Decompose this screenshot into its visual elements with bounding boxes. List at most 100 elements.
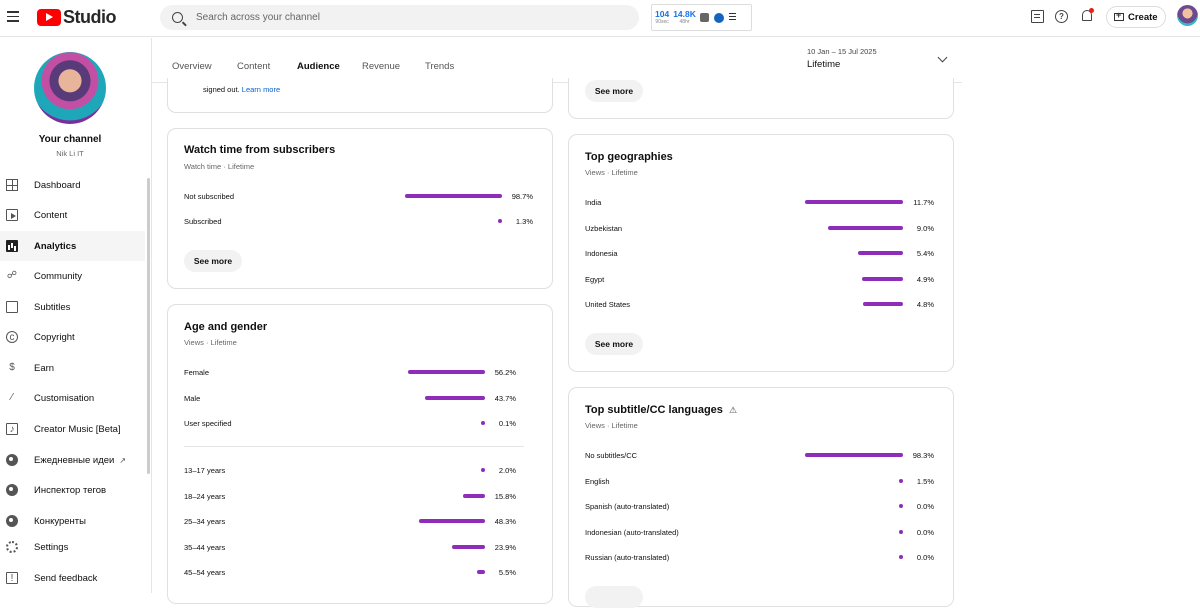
row-label: Not subscribed xyxy=(184,192,235,201)
card-subtitle: Views · Lifetime xyxy=(585,421,638,430)
card-subtitle: Views · Lifetime xyxy=(184,338,237,347)
card-title: Watch time from subscribers xyxy=(184,144,336,156)
subtitles-icon xyxy=(6,301,18,313)
row-label: Egypt xyxy=(585,274,605,284)
row-label: 35–44 years xyxy=(184,542,226,552)
card-title: Age and gender xyxy=(184,321,268,333)
see-more-button[interactable]: See more xyxy=(585,333,643,355)
sidebar-item-copyright[interactable]: c Copyright xyxy=(0,322,145,352)
sidebar-item-customisation[interactable]: ⁄ Customisation xyxy=(0,383,145,413)
row-label: Indonesia xyxy=(585,249,618,258)
sidebar-item-analytics[interactable]: Analytics xyxy=(0,231,145,261)
row-bar xyxy=(899,555,903,559)
sidebar-item-feedback[interactable]: ! Send feedback xyxy=(0,563,145,593)
gear-icon xyxy=(6,541,18,553)
extension-logo-icon[interactable] xyxy=(713,12,724,23)
row-label: United States xyxy=(585,300,631,309)
search-icon xyxy=(172,12,183,23)
create-label: Create xyxy=(1128,11,1158,23)
tab-trends[interactable]: Trends xyxy=(425,61,455,72)
music-icon: ♪ xyxy=(6,423,18,435)
row-bar xyxy=(481,468,485,472)
studio-logo[interactable]: Studio xyxy=(37,7,117,28)
row-label: Russian (auto-translated) xyxy=(585,553,670,562)
sidebar-item-subtitles[interactable]: Subtitles xyxy=(0,292,145,322)
row-bar xyxy=(463,493,485,498)
notifications-icon[interactable] xyxy=(1082,8,1094,21)
row-value: 5.5% xyxy=(498,568,516,577)
date-range: 10 Jan – 15 Jul 2025 xyxy=(807,47,877,56)
row-bar xyxy=(477,570,485,574)
sidebar-item-dashboard[interactable]: Dashboard xyxy=(0,170,145,200)
row-bar xyxy=(862,302,903,306)
account-avatar[interactable] xyxy=(1177,5,1198,26)
date-selected: Lifetime xyxy=(807,59,841,70)
row-bar xyxy=(425,395,485,400)
extension-stat-views: 104 90sec xyxy=(655,9,670,26)
partial-card-top-left: signed out. Learn more xyxy=(167,78,553,113)
see-more-button[interactable]: See more xyxy=(585,80,643,102)
sidebar-item-community[interactable]: ☍ Community xyxy=(6,270,83,282)
row-bar xyxy=(827,225,903,230)
row-label: Uzbekistan xyxy=(585,223,623,233)
sidebar-item-earn[interactable]: $ Earn xyxy=(0,353,145,383)
subtitles-feedback-icon[interactable] xyxy=(1031,10,1044,23)
search-bar[interactable] xyxy=(160,5,639,30)
create-icon xyxy=(1114,10,1124,21)
search-input[interactable] xyxy=(196,12,596,23)
dollar-icon: $ xyxy=(9,362,15,373)
row-bar xyxy=(899,504,903,508)
row-value: 0.0% xyxy=(916,527,934,537)
see-more-button[interactable]: See more xyxy=(184,250,242,272)
row-label: English xyxy=(585,476,610,486)
see-more-button[interactable] xyxy=(585,586,643,608)
row-bar xyxy=(481,421,485,425)
channel-avatar[interactable] xyxy=(34,52,106,124)
row-value: 4.8% xyxy=(916,300,934,309)
row-label: 45–54 years xyxy=(184,568,226,577)
external-link-icon: ↗ xyxy=(119,455,127,465)
row-value: 11.7% xyxy=(913,198,934,207)
row-bar xyxy=(805,200,903,204)
row-label: Spanish (auto-translated) xyxy=(585,502,670,511)
warning-icon[interactable]: ⚠ xyxy=(729,405,738,415)
row-label: 13–17 years xyxy=(184,466,226,475)
tab-revenue[interactable]: Revenue xyxy=(362,61,401,72)
row-label: User specified xyxy=(184,419,232,428)
row-bar xyxy=(899,478,903,483)
row-value: 56.2% xyxy=(494,368,516,377)
sidebar-item-daily-ideas[interactable]: Ежедневные идеи ↗ xyxy=(0,445,145,475)
extension-widget[interactable]: 104 90sec 14.8K 48hr xyxy=(651,4,752,31)
row-bar xyxy=(899,529,903,534)
sidebar-scrollbar[interactable] xyxy=(147,178,150,474)
row-value: 23.9% xyxy=(494,542,516,552)
sidebar-item-settings[interactable]: Settings xyxy=(0,532,145,562)
community-icon: ☍ xyxy=(6,270,18,281)
card-title: Top geographies xyxy=(585,151,673,163)
row-bar xyxy=(861,276,903,281)
sidebar-item-competitors[interactable]: Конкуренты xyxy=(0,506,145,536)
row-value: 4.9% xyxy=(916,274,934,284)
extension-menu-icon[interactable] xyxy=(728,13,736,22)
row-value: 0.1% xyxy=(498,419,516,428)
partial-card-top-right: See more xyxy=(568,78,954,119)
learn-more-link[interactable]: Learn more xyxy=(241,85,281,94)
sidebar-item-tag-inspector[interactable]: Инспектор тегов xyxy=(0,475,145,505)
tab-audience[interactable]: Audience xyxy=(297,61,340,72)
create-button[interactable]: Create xyxy=(1106,6,1166,28)
sidebar-item-creator-music[interactable]: ♪ Creator Music [Beta] xyxy=(0,414,145,444)
row-value: 1.5% xyxy=(916,476,934,486)
tab-overview[interactable]: Overview xyxy=(172,61,212,72)
signed-out-note: signed out. Learn more xyxy=(203,85,281,94)
tab-content[interactable]: Content xyxy=(237,61,271,72)
sidebar-item-content[interactable]: Content xyxy=(0,200,145,230)
row-value: 15.8% xyxy=(494,491,516,501)
row-label: 25–34 years xyxy=(184,517,226,526)
row-bar xyxy=(405,194,502,198)
help-icon[interactable]: ? xyxy=(1055,10,1068,23)
subtitle-languages-card: Top subtitle/CC languages ⚠ Views · Life… xyxy=(568,387,954,608)
row-bar xyxy=(498,219,502,223)
divider xyxy=(184,446,524,447)
menu-icon[interactable] xyxy=(7,11,19,22)
extension-chart-icon[interactable] xyxy=(699,13,709,22)
